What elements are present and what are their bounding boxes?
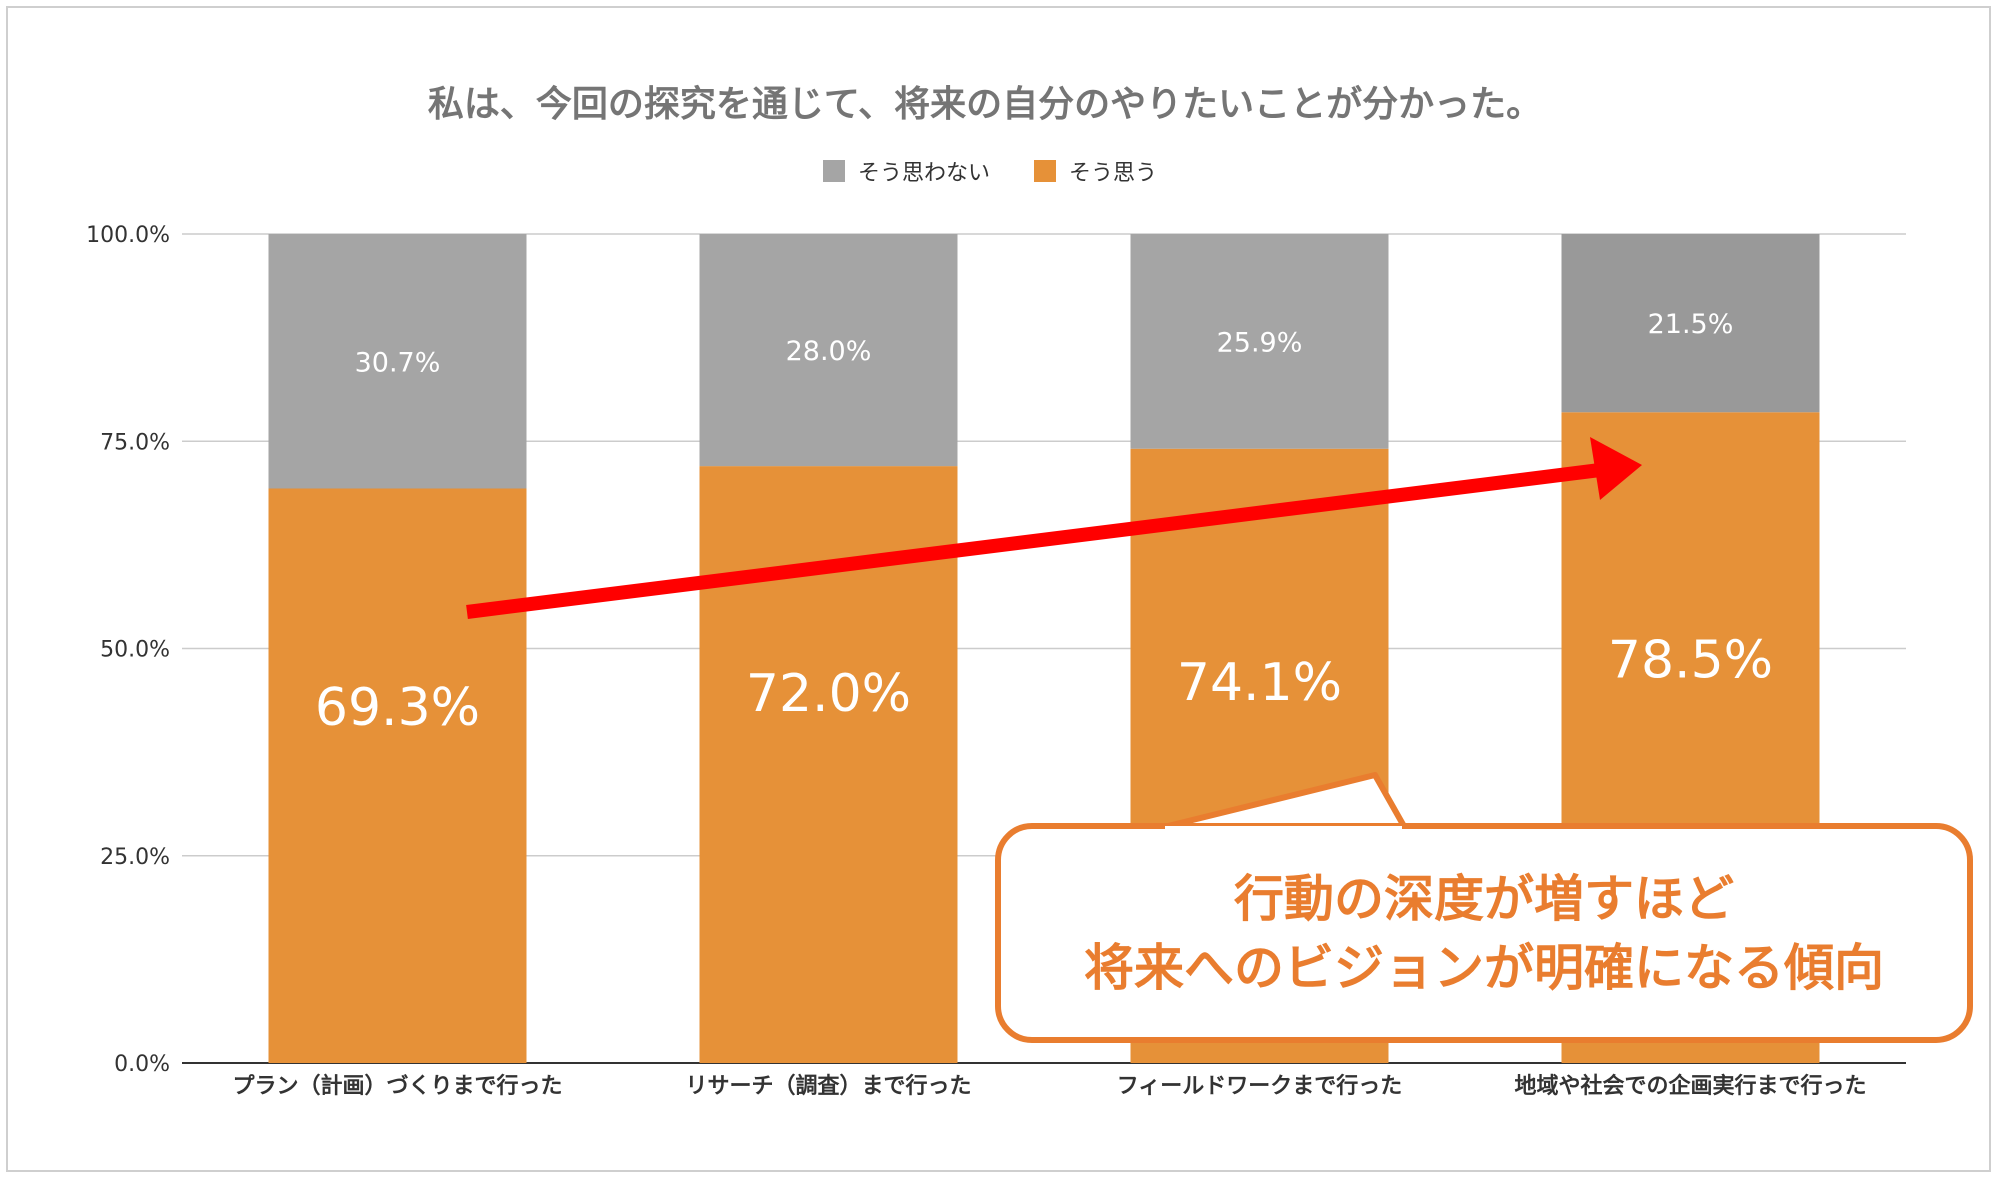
bar-soumou <box>268 488 527 1063</box>
y-tick-label: 50.0% <box>100 638 170 663</box>
data-label-soumou: 78.5% <box>1608 631 1773 691</box>
chart-title: 私は、今回の探究を通じて、将来の自分のやりたいことが分かった。 <box>428 84 1542 125</box>
y-tick-label: 75.0% <box>100 430 170 455</box>
trend-arrow-shaft <box>466 463 1601 619</box>
data-label-soumowanai: 30.7% <box>355 347 441 378</box>
x-tick-label: プラン（計画）づくりまで行った <box>232 1073 562 1099</box>
trend-arrow-head <box>1590 437 1642 500</box>
y-axis: 0.0% 25.0% 50.0% 75.0% 100.0% <box>86 223 170 1077</box>
bar-soumowanai <box>1561 234 1820 413</box>
bar-soumowanai <box>268 234 527 489</box>
callout-box <box>995 823 1973 1043</box>
callout-line-1: 行動の深度が増すほど <box>1234 870 1734 928</box>
legend-swatch-yes <box>1034 160 1056 182</box>
y-tick-label: 0.0% <box>114 1052 170 1077</box>
x-axis: プラン（計画）づくりまで行った リサーチ（調査）まで行った フィールドワークまで行っ… <box>232 1073 1866 1099</box>
data-label-soumowanai: 21.5% <box>1648 309 1734 340</box>
bar-soumowanai <box>1130 234 1389 449</box>
data-label-soumou: 72.0% <box>746 664 911 724</box>
legend-label-yes: そう思う <box>1069 161 1157 186</box>
y-tick-label: 25.0% <box>100 845 170 870</box>
callout-tail <box>1159 772 1408 831</box>
callout-line-2: 将来へのビジョンが明確になる傾向 <box>1084 939 1884 997</box>
bars: 30.7% 69.3% 28.0% 72.0% 25.9% 74.1% 21.5% 78.5% <box>268 234 1820 1063</box>
data-label-soumowanai: 25.9% <box>1217 327 1303 358</box>
bar-soumowanai <box>699 234 958 467</box>
legend: そう思わない そう思う <box>823 160 1157 186</box>
data-label-soumou: 74.1% <box>1177 653 1342 713</box>
legend-swatch-no <box>823 160 845 182</box>
x-tick-label: 地域や社会での企画実行まで行った <box>1514 1073 1866 1099</box>
legend-label-no: そう思わない <box>858 161 990 186</box>
data-label-soumowanai: 28.0% <box>786 336 872 367</box>
x-tick-label: フィールドワークまで行った <box>1117 1073 1403 1099</box>
x-tick-label: リサーチ（調査）まで行った <box>685 1073 971 1099</box>
y-tick-label: 100.0% <box>86 223 170 248</box>
data-label-soumou: 69.3% <box>315 678 480 738</box>
